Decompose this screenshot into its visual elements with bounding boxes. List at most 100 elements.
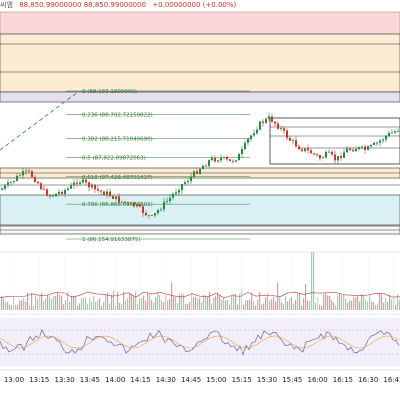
candle-body [136,204,138,207]
time-tick-label: 13:15 [29,376,49,384]
volume-bar [259,292,261,310]
candle-body [43,189,45,190]
volume-bar [321,305,323,310]
volume-bar [153,302,155,310]
volume-bar [303,297,305,310]
time-tick-label: 14:15 [130,376,150,384]
volume-bar [283,304,285,310]
volume-bar [177,303,179,310]
volume-bar [159,295,161,310]
candle-body [142,206,144,214]
candle-body [277,123,279,129]
oscillator-line [0,329,400,356]
volume-bar [59,294,61,310]
candle-body [160,209,162,211]
volume-bar [215,295,217,310]
candle-body [385,135,387,140]
volume-bar [113,290,115,310]
volume-bar [311,252,313,310]
volume-bar [343,294,345,310]
candle-body [70,185,72,189]
candle-body [130,202,132,204]
candle-body [241,149,243,155]
volume-bar [339,293,341,310]
volume-bar [299,292,301,310]
volume-bar [167,300,169,310]
volume-bar [63,304,65,310]
candle-body [175,192,177,194]
volume-bar [35,295,37,310]
volume-bar [361,293,363,310]
candle-body [88,182,90,188]
volume-bar [179,294,181,310]
volume-bar [155,297,157,310]
candle-body [1,188,3,190]
candle-body [211,157,213,161]
volume-bar [203,294,205,310]
fib-level-label: 0 (89,183.1900000) [82,89,137,95]
candle-body [307,148,309,151]
volume-bar [87,303,89,310]
volume-bar [309,301,311,310]
volume-bar [135,292,137,310]
candle-body [295,140,297,147]
candle-body [262,121,264,123]
volume-bar [43,301,45,310]
volume-bar [221,299,223,310]
volume-bar [225,300,227,310]
volume-bar [365,299,367,310]
volume-bar [65,300,67,310]
volume-bar [381,294,383,310]
volume-bar [23,297,25,310]
volume-bar [19,300,21,310]
volume-bar [235,294,237,310]
candle-body [244,142,246,150]
candle-body [178,190,180,193]
candle-body [94,184,96,190]
volume-bar [97,299,99,310]
price-readout: 88,850.99000000 88,850.99000000 [19,1,147,9]
fib-level-label: 0.786 (86,868.09671301) [82,202,153,208]
candle-body [67,188,69,190]
candle-body [79,182,81,184]
time-tick-label: 14:00 [105,376,125,384]
volume-bar [279,296,281,310]
volume-bar [281,302,283,310]
volume-bar [369,294,371,310]
volume-bar [115,305,117,310]
candle-body [265,118,267,123]
time-tick-label: 16:30 [358,376,378,384]
candle-body [163,201,165,210]
volume-bar [255,305,257,310]
candle-body [232,160,234,162]
volume-bar [129,293,131,310]
volume-bar [275,301,277,310]
volume-bar [197,299,199,310]
volume-bar [93,295,95,310]
candle-body [340,156,342,158]
volume-bar [45,298,47,310]
candlestick-series [1,112,399,219]
candle-body [76,182,78,184]
volume-bar [73,295,75,310]
volume-bar [9,304,11,310]
volume-bar [7,301,9,310]
volume-bar [249,299,251,310]
volume-bar [353,296,355,310]
volume-bar [109,303,111,310]
candle-body [229,159,231,161]
volume-bar [163,302,165,310]
candle-body [379,140,381,143]
candle-body [388,133,390,136]
volume-bar [27,292,29,310]
volume-bar [193,297,195,310]
volume-bar [21,300,23,310]
candle-body [313,153,315,155]
volume-bar [333,302,335,310]
candle-body [370,144,372,147]
volume-bar [199,298,201,310]
candle-body [196,171,198,174]
volume-bar [53,296,55,310]
